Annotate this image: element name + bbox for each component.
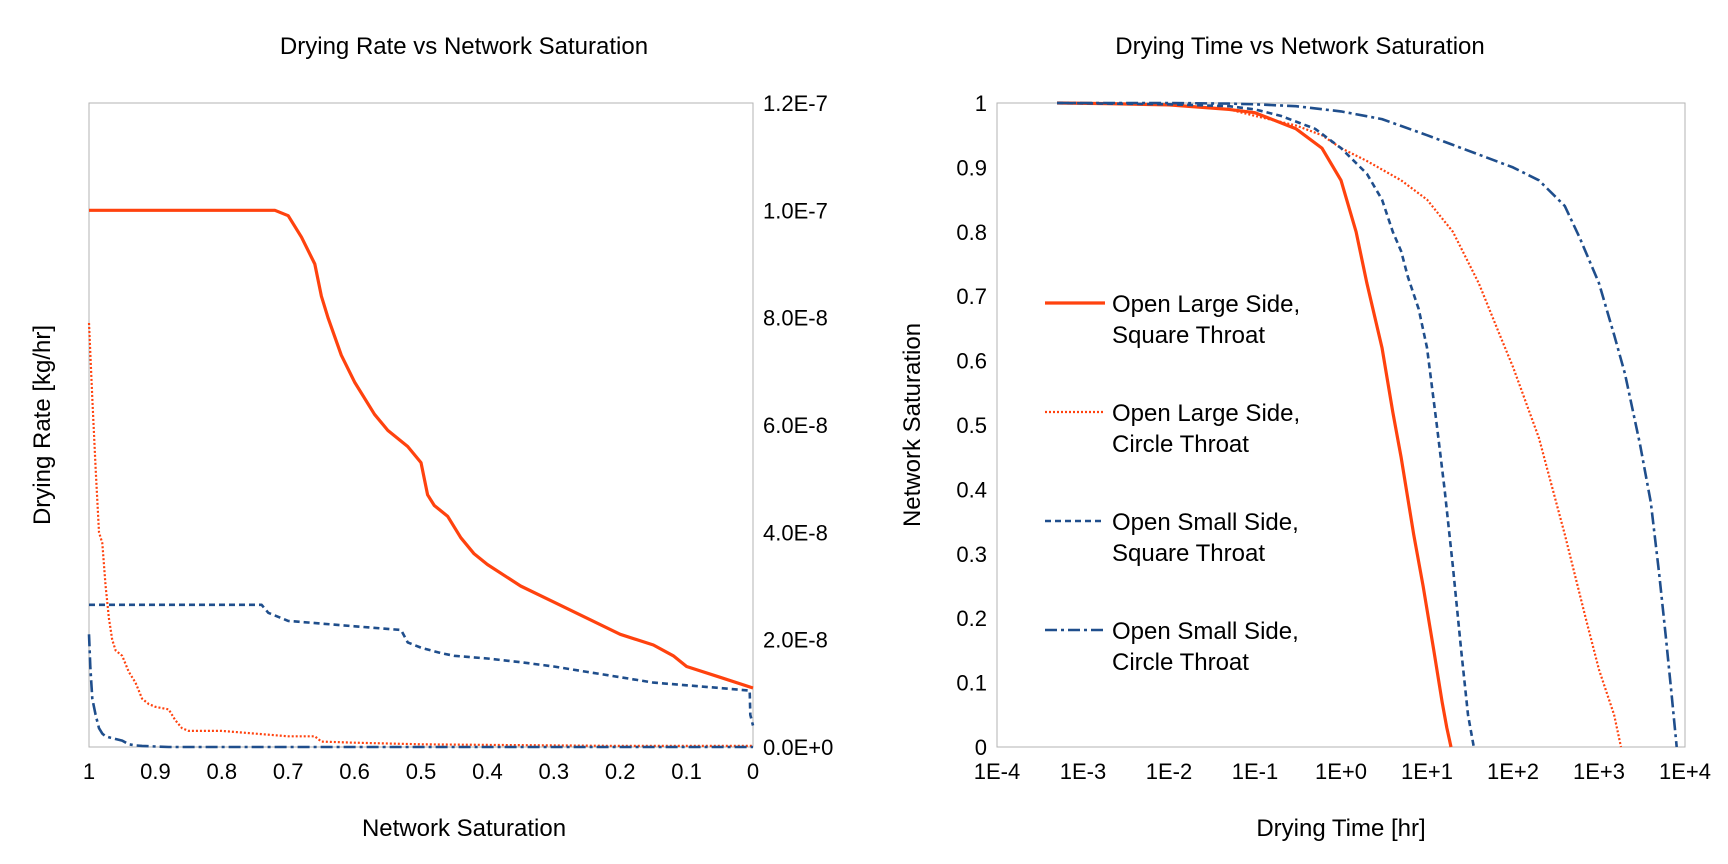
y-tick-label: 2.0E-8	[763, 628, 828, 653]
x-tick-label: 1	[83, 759, 95, 784]
legend-entry-2: Open Large Side, Circle Throat	[1045, 400, 1300, 458]
series-line-1	[89, 208, 754, 690]
x-tick-label: 0.8	[207, 759, 238, 784]
x-tick-label: 0.4	[472, 759, 503, 784]
chart-title: Drying Time vs Network Saturation	[1115, 33, 1484, 60]
y-tick-label: 8.0E-8	[763, 306, 828, 331]
series-lines	[1057, 101, 1678, 748]
plot-area	[996, 102, 1686, 748]
x-tick-label: 1E+1	[1401, 759, 1453, 784]
legend-label: Circle Throat	[1112, 431, 1249, 458]
legend-label: Open Large Side,	[1112, 400, 1300, 427]
y-tick-label: 0.3	[956, 542, 987, 567]
y-tick-label: 4.0E-8	[763, 520, 828, 545]
y-tick-label: 0.9	[956, 155, 987, 180]
series-line-4	[1057, 101, 1678, 748]
chart-title: Drying Rate vs Network Saturation	[280, 33, 648, 60]
x-axis-title: Drying Time [hr]	[1256, 815, 1425, 842]
x-tick-label: 1E+3	[1573, 759, 1625, 784]
x-axis-title: Network Saturation	[362, 815, 566, 842]
legend-entry-3: Open Small Side, Square Throat	[1045, 509, 1299, 567]
tick-labels: 1 0.9 0.8 0.7 0.6 0.5 0.4 0.3 0.2 0.1 00.0E+0 2.0E-…	[83, 91, 833, 784]
legend-label: Open Large Side,	[1112, 291, 1300, 318]
y-tick-label: 0.4	[956, 477, 987, 502]
x-tick-label: 1E-1	[1232, 759, 1278, 784]
legend-label: Circle Throat	[1112, 649, 1249, 676]
legend-label: Square Throat	[1112, 540, 1265, 567]
drying-rate-chart: Drying Rate vs Network Saturation 1 0.9 0.…	[29, 33, 833, 842]
y-tick-label: 0.8	[956, 220, 987, 245]
x-tick-label: 1E-2	[1146, 759, 1192, 784]
x-tick-label: 0.9	[140, 759, 171, 784]
x-tick-label: 0.5	[406, 759, 437, 784]
y-tick-label: 1.0E-7	[763, 198, 828, 223]
x-tick-label: 1E+4	[1659, 759, 1711, 784]
x-tick-label: 1E-4	[974, 759, 1020, 784]
x-tick-label: 1E+0	[1315, 759, 1367, 784]
tick-labels: 1E-4 1E-3 1E-2 1E-1 1E+0 1E+1 1E+2 1E+3 1E+4 0 0.1…	[956, 91, 1711, 784]
y-tick-label: 0.5	[956, 413, 987, 438]
x-tick-label: 0.2	[605, 759, 636, 784]
y-axis-title: Drying Rate [kg/hr]	[29, 325, 56, 525]
legend-label: Square Throat	[1112, 322, 1265, 349]
y-tick-label: 6.0E-8	[763, 413, 828, 438]
y-tick-label: 0.2	[956, 606, 987, 631]
x-tick-label: 1E-3	[1060, 759, 1106, 784]
x-tick-label: 0.1	[671, 759, 702, 784]
x-tick-label: 0	[747, 759, 759, 784]
legend-label: Open Small Side,	[1112, 618, 1299, 645]
series-line-3	[89, 603, 755, 726]
drying-time-chart: Drying Time vs Network Saturation 1E-4 1E…	[899, 33, 1711, 842]
x-tick-label: 1E+2	[1487, 759, 1539, 784]
x-tick-label: 0.7	[273, 759, 304, 784]
y-tick-label: 1	[975, 91, 987, 116]
series-lines	[87, 208, 755, 749]
y-tick-label: 0.1	[956, 671, 987, 696]
y-tick-label: 0.0E+0	[763, 735, 833, 760]
series-line-4	[87, 634, 753, 749]
series-line-3	[1057, 101, 1476, 748]
x-tick-label: 0.6	[339, 759, 370, 784]
legend-label: Open Small Side,	[1112, 509, 1299, 536]
legend-entry-1: Open Large Side, Square Throat	[1045, 291, 1300, 349]
y-tick-label: 1.2E-7	[763, 91, 828, 116]
y-tick-label: 0.7	[956, 284, 987, 309]
y-axis-title: Network Saturation	[899, 323, 926, 527]
series-line-2	[1057, 101, 1623, 748]
x-tick-label: 0.3	[539, 759, 570, 784]
y-tick-label: 0.6	[956, 349, 987, 374]
y-tick-label: 0	[975, 735, 987, 760]
legend-entry-4: Open Small Side, Circle Throat	[1045, 618, 1299, 676]
